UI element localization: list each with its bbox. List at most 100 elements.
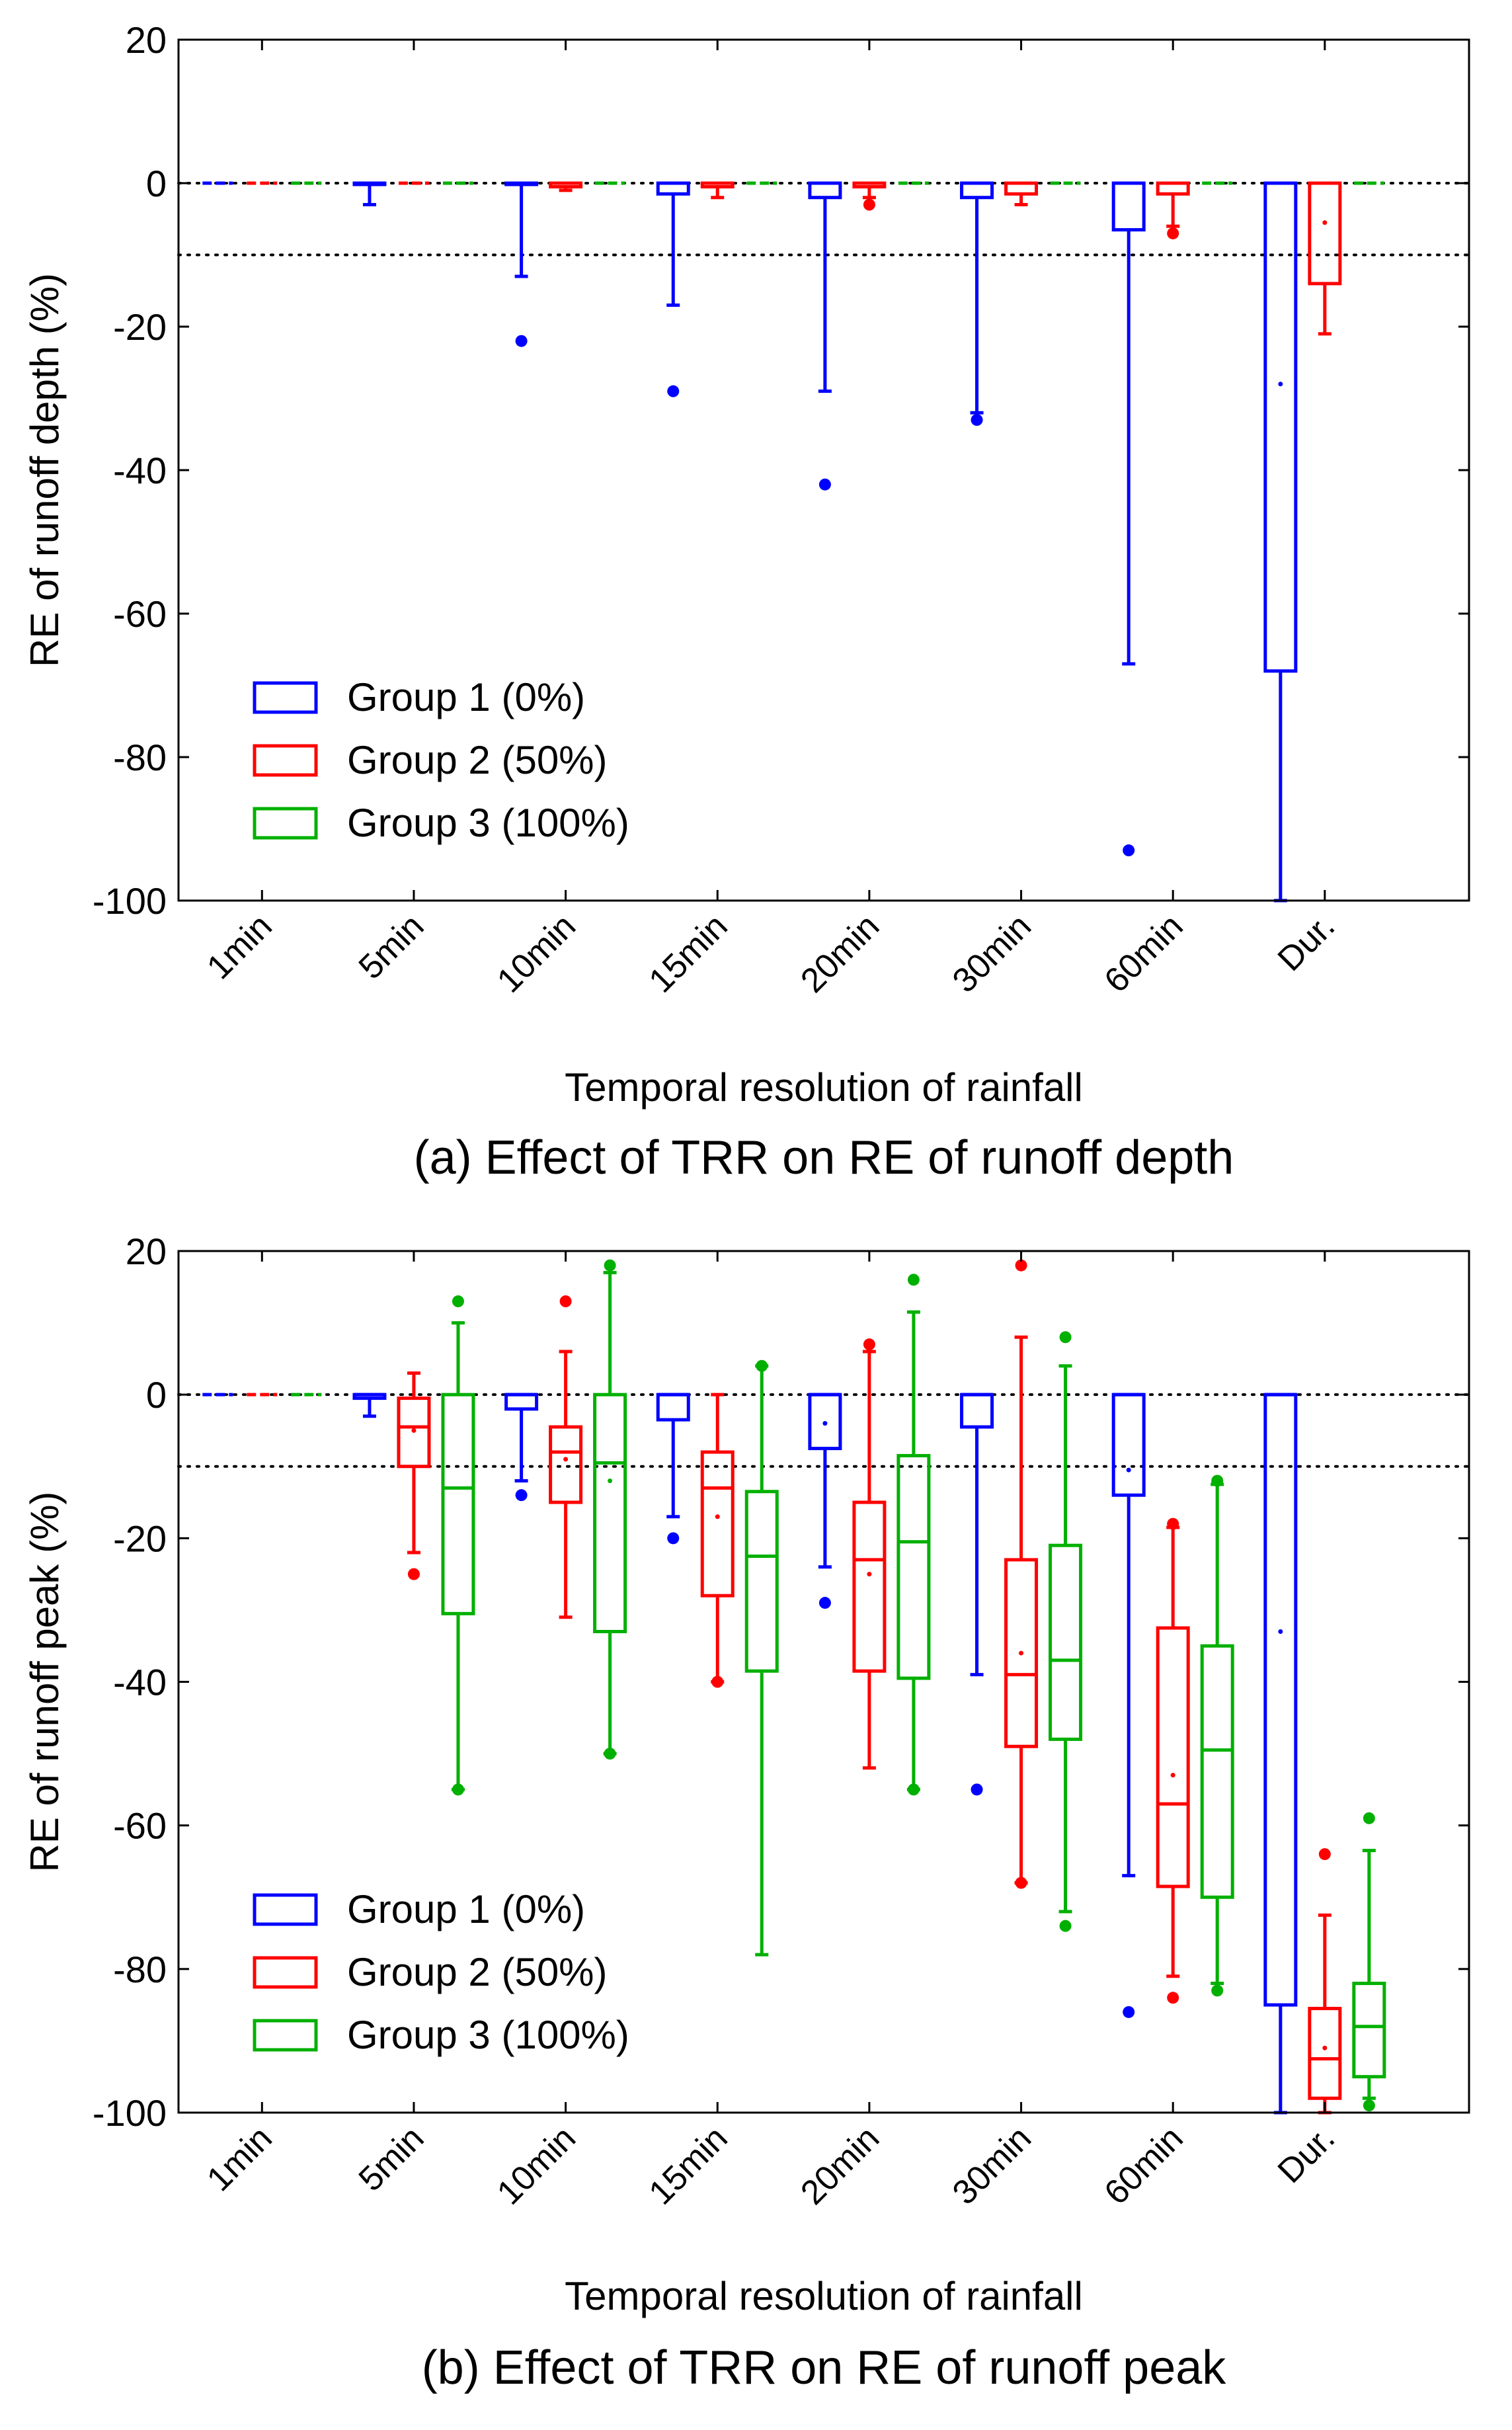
- box-iqr: [1352, 1982, 1386, 2079]
- chart-panel-a: 200-20-40-60-80-100 1min 5min 10min 15min 20…: [22, 19, 1470, 1184]
- outlier-point: [756, 1359, 768, 1372]
- legend: Group 1 (0%) Group 2 (50%) Group 3 (100%): [253, 1887, 629, 2057]
- box-mean-dot: [822, 1421, 828, 1426]
- y-tick-label: 0: [146, 1374, 167, 1416]
- y-axis-ticks: 20 0 -20 -40 -60 -80 -100: [93, 19, 1469, 922]
- box-iqr: [808, 181, 842, 200]
- y-tick-label: 20: [126, 19, 167, 61]
- box-iqr: [852, 1500, 887, 1673]
- box-plot: [1308, 1848, 1342, 2115]
- box-plot: [1263, 1393, 1298, 2115]
- box-plot: [441, 1295, 475, 1796]
- x-tick-label: 30min: [945, 907, 1039, 1000]
- legend-label: Group 2 (50%): [347, 738, 608, 782]
- plot-frame: [177, 1250, 1470, 2114]
- outlier-point: [667, 385, 680, 397]
- box-plots: [202, 181, 1384, 903]
- outlier-point: [1167, 1518, 1179, 1530]
- box-iqr: [1111, 1393, 1146, 1497]
- box-mean-dot: [1019, 1650, 1024, 1656]
- box-iqr: [1308, 2007, 1342, 2100]
- outlier-point: [604, 1748, 616, 1760]
- outlier-point: [1123, 2005, 1135, 2018]
- box-mean-dot: [1322, 2045, 1328, 2050]
- outlier-point: [1015, 1259, 1027, 1272]
- outlier-point: [863, 198, 875, 211]
- outlier-point: [1059, 1920, 1072, 1932]
- y-tick-label: -80: [113, 737, 167, 778]
- outlier-point: [863, 1338, 875, 1351]
- box-mean-dot: [1322, 220, 1328, 225]
- box-plot: [1156, 181, 1190, 239]
- outlier-point: [559, 1295, 572, 1308]
- outlier-point: [907, 1783, 920, 1796]
- outlier-point: [971, 1783, 983, 1796]
- outlier-point: [515, 335, 528, 347]
- box-plot: [504, 181, 539, 347]
- y-tick-label: -40: [113, 1662, 167, 1703]
- x-tick-label: 60min: [1097, 907, 1191, 1000]
- box-mean-dot: [411, 1428, 417, 1433]
- panel-caption: (a) Effect of TRR on RE of runoff depth: [414, 1131, 1234, 1184]
- box-plot: [744, 1359, 779, 1957]
- y-tick-label: 20: [126, 1231, 167, 1272]
- box-plot: [960, 1393, 994, 1796]
- x-tick-label: Dur.: [1271, 2119, 1342, 2190]
- box-iqr: [1263, 181, 1298, 673]
- box-iqr: [1263, 1393, 1298, 2007]
- box-iqr: [397, 1397, 431, 1469]
- box-plot: [1263, 181, 1298, 903]
- box-plot: [1111, 1393, 1146, 2018]
- outlier-point: [1318, 1848, 1331, 1861]
- box-plot: [1004, 1259, 1039, 1889]
- outlier-point: [1211, 1475, 1224, 1487]
- outlier-point: [907, 1274, 920, 1286]
- x-tick-label: 10min: [490, 907, 583, 1000]
- outlier-point: [1167, 1992, 1179, 2004]
- box-plot: [352, 1393, 387, 1418]
- legend-swatch: [253, 807, 318, 840]
- box-plot: [1308, 181, 1342, 336]
- box-plot: [700, 1393, 735, 1688]
- legend: Group 1 (0%) Group 2 (50%) Group 3 (100%): [253, 675, 629, 845]
- box-iqr: [960, 1393, 994, 1429]
- box-mean-dot: [1126, 1467, 1131, 1473]
- legend-label: Group 2 (50%): [347, 1950, 608, 1994]
- box-plot: [852, 1338, 887, 1770]
- outlier-point: [711, 1676, 724, 1688]
- box-iqr: [744, 1490, 779, 1673]
- outlier-point: [452, 1295, 464, 1308]
- x-tick-label: 1min: [200, 2119, 280, 2199]
- y-axis-label: RE of runoff depth (%): [22, 273, 67, 667]
- outlier-point: [818, 1597, 831, 1609]
- outlier-point: [1363, 2099, 1375, 2112]
- outlier-point: [667, 1532, 680, 1545]
- x-axis-label: Temporal resolution of rainfall: [565, 2274, 1083, 2318]
- box-plot: [808, 1393, 842, 1609]
- box-iqr: [656, 1393, 690, 1422]
- box-iqr: [504, 1393, 539, 1411]
- x-tick-label: 5min: [352, 907, 432, 987]
- outlier-point: [1015, 1877, 1027, 1889]
- outlier-point: [818, 478, 831, 491]
- box-plot: [656, 181, 690, 397]
- y-tick-label: 0: [146, 163, 167, 204]
- box-plot: [1200, 1475, 1234, 1997]
- x-axis-label: Temporal resolution of rainfall: [565, 1065, 1083, 1110]
- box-plot: [1049, 1331, 1083, 1932]
- box-plot: [808, 181, 842, 491]
- box-plot: [397, 1371, 431, 1580]
- outlier-point: [604, 1259, 616, 1272]
- box-iqr: [441, 1393, 475, 1615]
- box-iqr: [1049, 1543, 1083, 1741]
- legend-swatch: [253, 744, 318, 777]
- box-plot: [700, 181, 735, 200]
- legend-label: Group 3 (100%): [347, 801, 629, 845]
- outlier-point: [1363, 1812, 1375, 1824]
- legend-label: Group 1 (0%): [347, 1887, 585, 1931]
- box-plot: [896, 1274, 931, 1796]
- box-plot: [1352, 1812, 1386, 2112]
- box-plot: [352, 181, 387, 207]
- box-plots: [202, 1259, 1386, 2115]
- y-tick-label: -100: [93, 880, 167, 922]
